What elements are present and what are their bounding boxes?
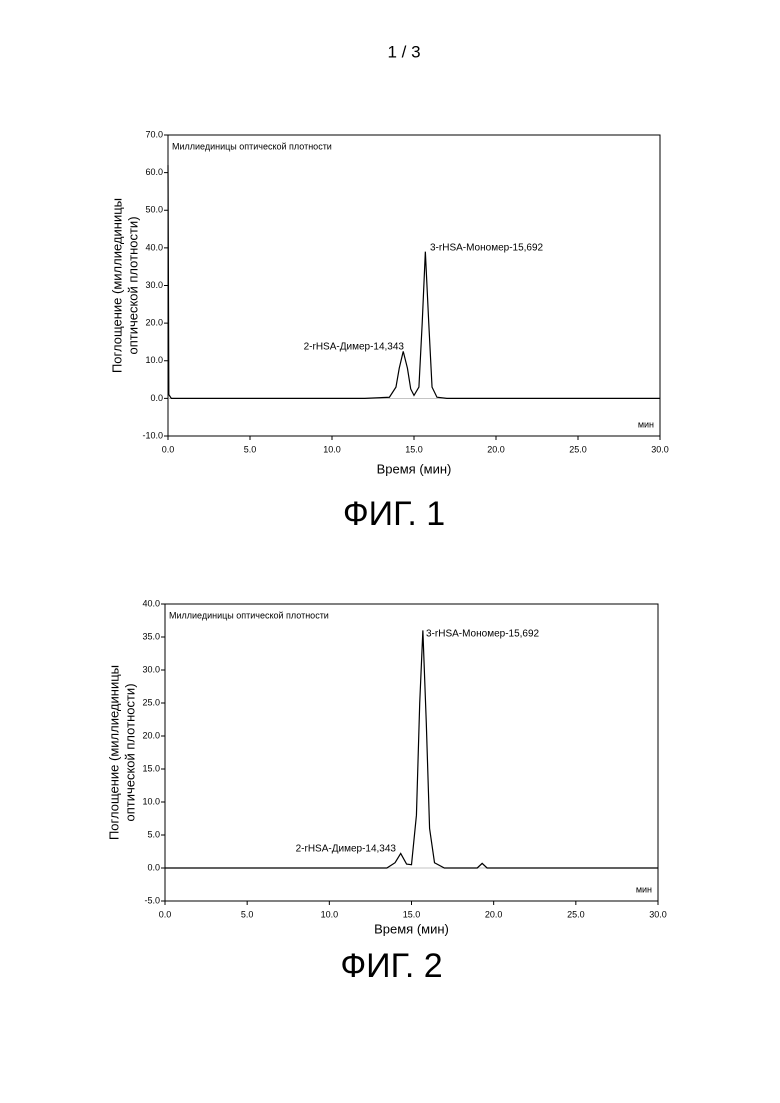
x-tick-label: 10.0 xyxy=(321,909,339,919)
x-axis-label: Время (мин) xyxy=(377,461,452,476)
x-tick-label: 20.0 xyxy=(485,909,503,919)
y-tick-label: 20.0 xyxy=(145,318,163,328)
x-tick-label: 25.0 xyxy=(567,909,585,919)
y-tick-label: 40.0 xyxy=(142,598,160,608)
y-tick-label: 10.0 xyxy=(142,796,160,806)
y-tick-label: 30.0 xyxy=(142,664,160,674)
y-tick-label: 0.0 xyxy=(147,862,160,872)
y-axis-label: оптической плотности) xyxy=(122,683,137,821)
x-tick-label: 10.0 xyxy=(323,444,341,454)
x-tick-label: 15.0 xyxy=(405,444,423,454)
y-tick-label: 0.0 xyxy=(150,393,163,403)
x-unit: мин xyxy=(636,884,652,894)
plot-title: Миллиединицы оптической плотности xyxy=(169,610,329,620)
x-axis-label: Время (мин) xyxy=(374,921,449,936)
y-tick-label: 60.0 xyxy=(145,167,163,177)
peak-label: 3-rHSA-Мономер-15,692 xyxy=(426,629,540,640)
x-tick-label: 30.0 xyxy=(649,909,667,919)
y-tick-label: -10.0 xyxy=(142,430,163,440)
x-tick-label: 0.0 xyxy=(162,444,175,454)
y-axis-label: оптической плотности) xyxy=(125,216,140,354)
y-tick-label: -5.0 xyxy=(144,895,160,905)
y-tick-label: 70.0 xyxy=(145,129,163,139)
y-axis-label: Поглощение (миллиединицы xyxy=(106,665,121,840)
y-tick-label: 25.0 xyxy=(142,697,160,707)
x-tick-label: 25.0 xyxy=(569,444,587,454)
page-number: 1 / 3 xyxy=(387,42,420,61)
y-tick-label: 10.0 xyxy=(145,355,163,365)
y-tick-label: 35.0 xyxy=(142,631,160,641)
y-tick-label: 50.0 xyxy=(145,205,163,215)
peak-label: 2-rHSA-Димер-14,343 xyxy=(304,342,405,353)
y-tick-label: 5.0 xyxy=(147,829,160,839)
y-axis-label: Поглощение (миллиединицы xyxy=(109,198,124,373)
x-tick-label: 5.0 xyxy=(244,444,257,454)
plot-title: Миллиединицы оптической плотности xyxy=(172,141,332,151)
x-tick-label: 30.0 xyxy=(651,444,669,454)
page: 1 / 3 -10.0 0.0 10.0 20.0 30.0 40.0 50.0 60.0 70… xyxy=(0,0,780,1103)
peak-label: 2-rHSA-Димер-14,343 xyxy=(296,844,397,855)
figure-caption: ФИГ. 1 xyxy=(343,495,445,533)
x-tick-label: 15.0 xyxy=(403,909,421,919)
background xyxy=(0,0,780,1103)
peak-label: 3-rHSA-Мономер-15,692 xyxy=(430,243,544,254)
x-tick-label: 5.0 xyxy=(241,909,254,919)
y-tick-label: 30.0 xyxy=(145,280,163,290)
y-tick-label: 15.0 xyxy=(142,763,160,773)
y-tick-label: 40.0 xyxy=(145,242,163,252)
y-tick-label: 20.0 xyxy=(142,730,160,740)
x-tick-label: 0.0 xyxy=(159,909,172,919)
x-unit: мин xyxy=(638,419,654,429)
x-tick-label: 20.0 xyxy=(487,444,505,454)
figure-caption: ФИГ. 2 xyxy=(340,947,442,985)
